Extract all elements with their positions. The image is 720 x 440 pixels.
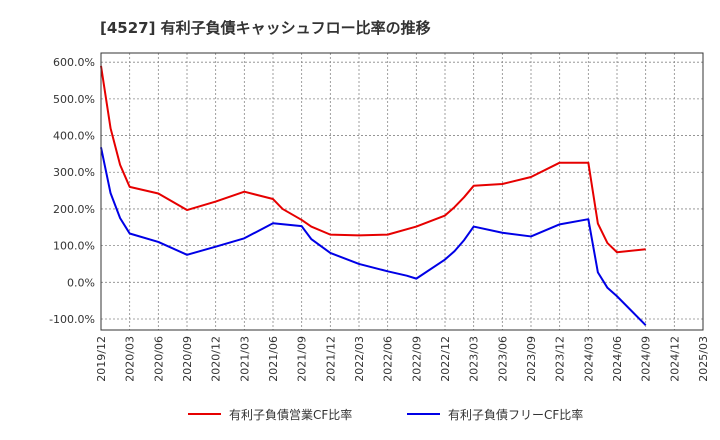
- x-tick-label: 2025/03: [697, 336, 710, 382]
- y-tick-label: -100.0%: [49, 313, 95, 326]
- x-tick-label: 2022/12: [439, 336, 452, 382]
- x-tick-label: 2023/09: [525, 336, 538, 382]
- x-tick-label: 2022/03: [353, 336, 366, 382]
- x-tick-label: 2022/06: [382, 336, 395, 382]
- plot-area-frame: [100, 52, 704, 331]
- chart-title: [4527] 有利子負債キャッシュフロー比率の推移: [100, 19, 431, 37]
- x-tick-label: 2020/12: [210, 336, 223, 382]
- y-tick-label: 600.0%: [53, 56, 95, 69]
- y-tick-label: 100.0%: [53, 240, 95, 253]
- series-line-1: [100, 65, 646, 254]
- legend-label-1: 有利子負債営業CF比率: [229, 407, 352, 422]
- x-tick-label: 2024/06: [611, 336, 624, 382]
- x-tick-label: 2024/12: [668, 336, 681, 382]
- series-line-2: [100, 147, 647, 326]
- x-tick-label: 2020/09: [181, 336, 194, 382]
- grid: [101, 53, 703, 330]
- x-tick-label: 2021/09: [296, 336, 309, 382]
- x-tick-label: 2023/03: [468, 336, 481, 382]
- y-tick-label: 0.0%: [67, 276, 95, 289]
- y-tick-label: 200.0%: [53, 203, 95, 216]
- series-layer: [100, 65, 647, 326]
- legend-label-2: 有利子負債フリーCF比率: [448, 407, 583, 422]
- x-tick-label: 2023/12: [554, 336, 567, 382]
- x-axis: 2019/12 2020/03 2020/06 2020/09 2020/12 2021/…: [95, 336, 710, 382]
- legend: 有利子負債営業CF比率 有利子負債フリーCF比率: [188, 407, 583, 422]
- y-tick-label: 300.0%: [53, 166, 95, 179]
- x-tick-label: 2020/06: [152, 336, 165, 382]
- x-tick-label: 2021/03: [238, 336, 251, 382]
- x-tick-label: 2024/03: [582, 336, 595, 382]
- x-tick-label: 2022/09: [410, 336, 423, 382]
- y-axis: 600.0% 500.0% 400.0% 300.0% 200.0% 100.0% 0.0%…: [49, 56, 95, 326]
- x-tick-label: 2021/12: [324, 336, 337, 382]
- x-tick-label: 2023/06: [496, 336, 509, 382]
- x-tick-label: 2024/09: [640, 336, 653, 382]
- y-tick-label: 400.0%: [53, 130, 95, 143]
- x-tick-label: 2020/03: [124, 336, 137, 382]
- x-tick-label: 2019/12: [95, 336, 108, 382]
- y-tick-label: 500.0%: [53, 93, 95, 106]
- x-tick-label: 2021/06: [267, 336, 280, 382]
